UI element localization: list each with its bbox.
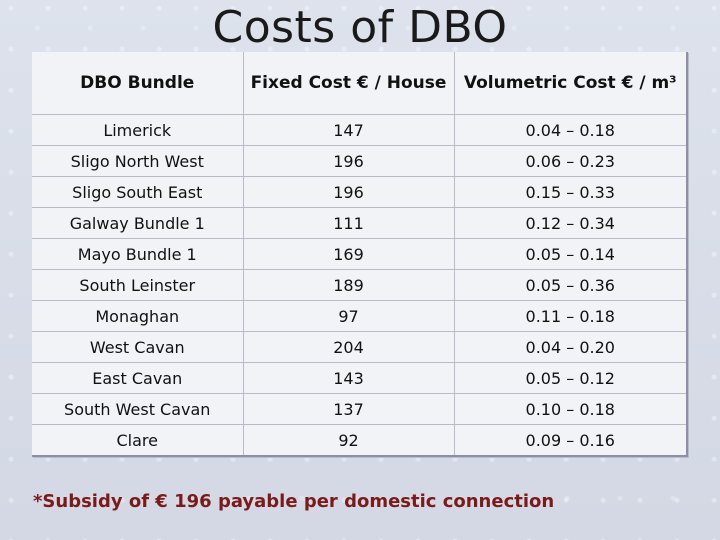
header-volumetric-cost: Volumetric Cost € / m³ bbox=[454, 52, 686, 115]
table-row: West Cavan 204 0.04 – 0.20 bbox=[32, 331, 686, 363]
cell-volumetric-cost: 0.09 – 0.16 bbox=[525, 430, 615, 450]
cell-bundle: Sligo North West bbox=[32, 145, 244, 177]
cell-fixed-cost: 111 bbox=[243, 207, 455, 239]
table-row: Clare 92 0.09 – 0.16 bbox=[32, 424, 686, 455]
cell-fixed-cost: 189 bbox=[243, 269, 455, 301]
cell-fixed-cost: 169 bbox=[243, 238, 455, 270]
cell-volumetric-cost: 0.15 – 0.33 bbox=[454, 176, 686, 208]
cell-bundle: Clare bbox=[32, 424, 244, 455]
cell-volumetric-cost: 0.05 – 0.36 bbox=[454, 269, 686, 301]
table-row: Monaghan 97 0.11 – 0.18 bbox=[32, 300, 686, 332]
table-row: Sligo South East 196 0.15 – 0.33 bbox=[32, 176, 686, 208]
cell-volumetric-cost: 0.05 – 0.12 bbox=[454, 362, 686, 394]
subsidy-footnote: *Subsidy of € 196 payable per domestic c… bbox=[33, 491, 555, 512]
cell-volumetric-cost: 0.04 – 0.18 bbox=[454, 114, 686, 146]
table-row: Sligo North West 196 0.06 – 0.23 bbox=[32, 145, 686, 177]
cell-volumetric-cost: 0.10 – 0.18 bbox=[454, 393, 686, 425]
cell-bundle: Galway Bundle 1 bbox=[32, 207, 244, 239]
costs-table: DBO Bundle Fixed Cost € / House Volumetr… bbox=[32, 52, 686, 455]
cell-fixed-cost: 143 bbox=[243, 362, 455, 394]
table-header-row: DBO Bundle Fixed Cost € / House Volumetr… bbox=[32, 52, 686, 115]
header-fixed-cost: Fixed Cost € / House bbox=[243, 52, 455, 115]
table-row: East Cavan 143 0.05 – 0.12 bbox=[32, 362, 686, 394]
cell-bundle: Mayo Bundle 1 bbox=[32, 238, 244, 270]
table-row: Limerick 147 0.04 – 0.18 bbox=[32, 114, 686, 146]
cell-volumetric-cost: 0.05 – 0.14 bbox=[454, 238, 686, 270]
cell-volumetric-cost: 0.06 – 0.23 bbox=[454, 145, 686, 177]
cell-fixed-cost: 147 bbox=[243, 114, 455, 146]
cell-fixed-cost: 137 bbox=[243, 393, 455, 425]
cell-volumetric-cost: 0.04 – 0.20 bbox=[454, 331, 686, 363]
cell-bundle: South Leinster bbox=[32, 269, 244, 301]
table-row: South Leinster 189 0.05 – 0.36 bbox=[32, 269, 686, 301]
header-dbo-bundle: DBO Bundle bbox=[32, 52, 244, 115]
cell-bundle: Limerick bbox=[32, 114, 244, 146]
slide-title: Costs of DBO bbox=[212, 2, 508, 53]
cell-volumetric-cost: 0.11 – 0.18 bbox=[454, 300, 686, 332]
cell-bundle: Sligo South East bbox=[32, 176, 244, 208]
costs-table-container: DBO Bundle Fixed Cost € / House Volumetr… bbox=[32, 52, 688, 457]
cell-fixed-cost: 196 bbox=[243, 145, 455, 177]
table-row: Galway Bundle 1 111 0.12 – 0.34 bbox=[32, 207, 686, 239]
cell-fixed-cost: 204 bbox=[243, 331, 455, 363]
cell-fixed-cost: 92 bbox=[243, 424, 455, 455]
cell-fixed-cost: 97 bbox=[243, 300, 455, 332]
cell-bundle: East Cavan bbox=[32, 362, 244, 394]
cell-bundle: Monaghan bbox=[32, 300, 244, 332]
cell-bundle: West Cavan bbox=[32, 331, 244, 363]
cell-bundle: South West Cavan bbox=[32, 393, 244, 425]
table-row: South West Cavan 137 0.10 – 0.18 bbox=[32, 393, 686, 425]
cell-volumetric-cost: 0.12 – 0.34 bbox=[454, 207, 686, 239]
cell-fixed-cost: 196 bbox=[243, 176, 455, 208]
table-row: Mayo Bundle 1 169 0.05 – 0.14 bbox=[32, 238, 686, 270]
